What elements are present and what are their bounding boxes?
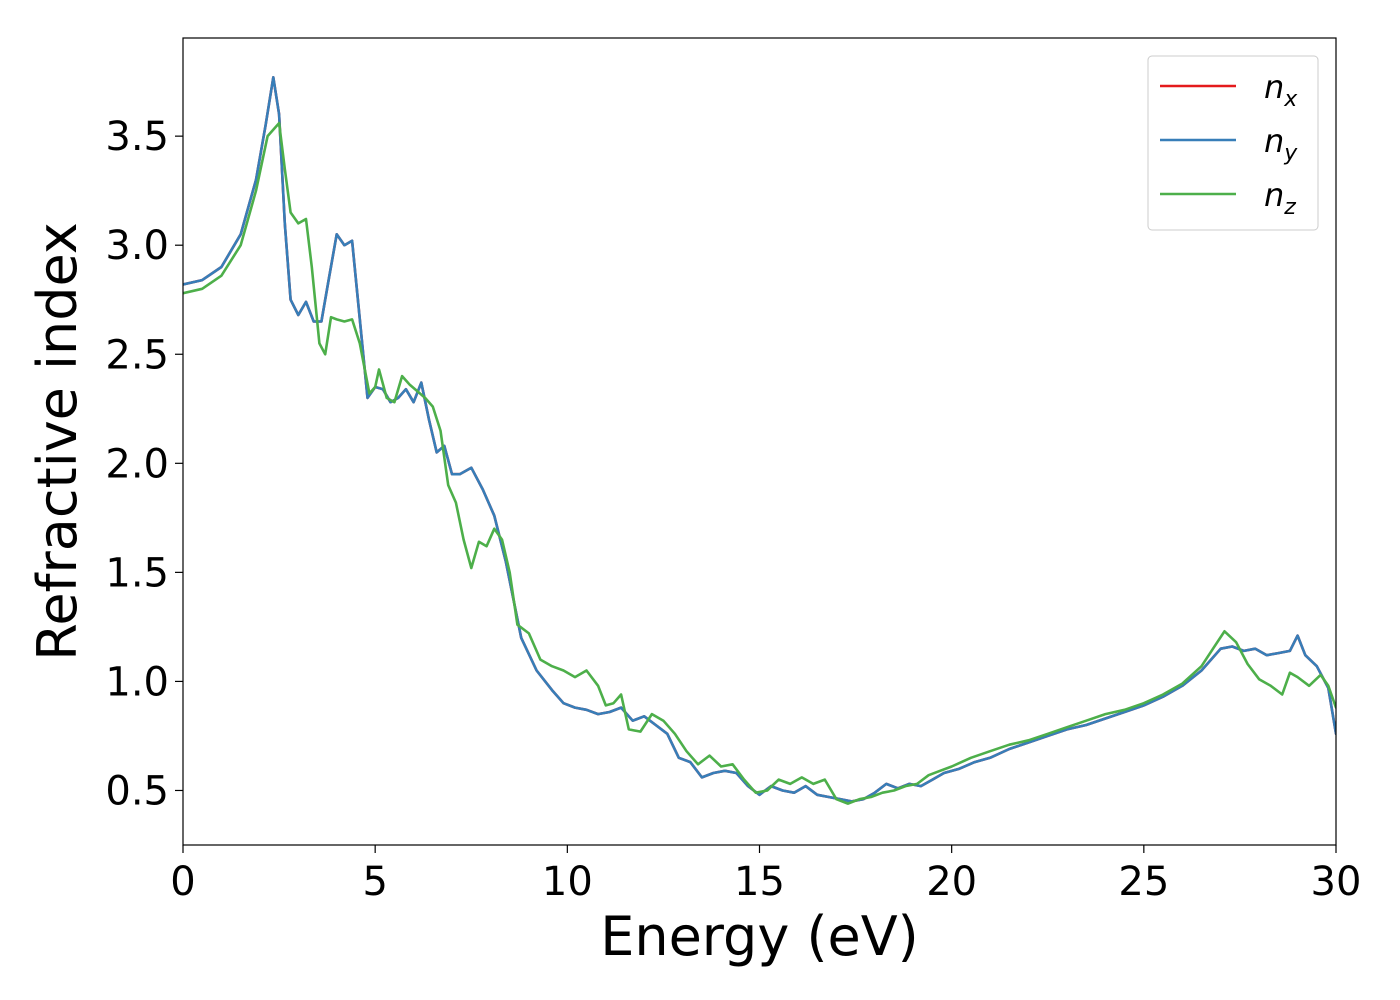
x-axis-label: Energy (eV) — [600, 905, 919, 968]
y-tick-label: 1.0 — [105, 659, 169, 705]
y-tick-label: 2.5 — [105, 332, 169, 378]
legend-label-nz: nz — [1264, 176, 1296, 220]
legend: nx ny nz — [1147, 55, 1319, 231]
y-tick-label: 3.0 — [105, 223, 169, 269]
x-axis-ticks: 0 5 10 15 20 25 30 — [170, 845, 1361, 905]
legend-label-ny: ny — [1264, 122, 1298, 166]
legend-box — [1147, 55, 1319, 231]
y-tick-label: 1.5 — [105, 550, 169, 596]
x-tick-label: 25 — [1118, 859, 1169, 905]
y-axis-ticks: 0.5 1.0 1.5 2.0 2.5 3.0 3.5 — [105, 114, 183, 814]
x-tick-label: 0 — [170, 859, 195, 905]
x-tick-label: 10 — [542, 859, 593, 905]
legend-label-nx: nx — [1264, 68, 1298, 112]
y-tick-label: 0.5 — [105, 768, 169, 814]
y-axis-label: Refractive index — [26, 222, 89, 661]
y-tick-label: 2.0 — [105, 441, 169, 487]
x-tick-label: 20 — [926, 859, 977, 905]
series-line-nz — [183, 121, 1336, 805]
x-tick-label: 5 — [362, 859, 387, 905]
y-tick-label: 3.5 — [105, 114, 169, 160]
series-layer — [183, 76, 1336, 805]
x-tick-label: 30 — [1311, 859, 1362, 905]
series-line-ny — [183, 76, 1336, 803]
x-tick-label: 15 — [734, 859, 785, 905]
